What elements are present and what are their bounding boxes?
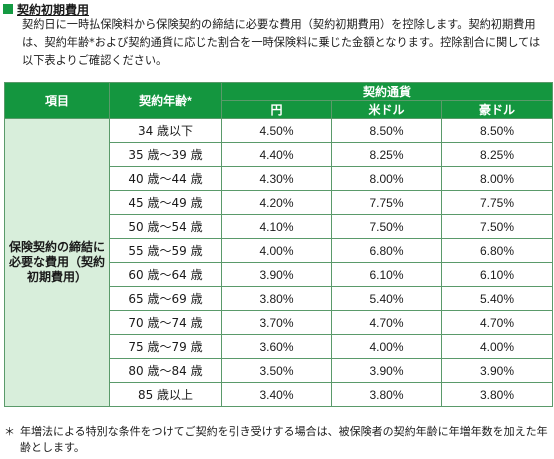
rate-jpy-cell: 3.70% <box>221 310 332 335</box>
footnote-text: 年増法による特別な条件をつけてご契約を引き受けする場合は、被保険者の契約年齢に年… <box>20 425 548 454</box>
row-label: 保険契約の締結に必要な費用（契約初期費用） <box>4 118 110 407</box>
section-heading: 契約初期費用 <box>3 1 89 17</box>
rate-usd-cell: 7.50% <box>331 214 442 239</box>
rate-jpy-cell: 3.90% <box>221 262 332 287</box>
rate-jpy-cell: 4.40% <box>221 142 332 167</box>
rate-aud-cell: 7.50% <box>440 214 554 239</box>
age-cell: 60 歳～64 歳 <box>109 262 222 287</box>
rate-jpy-cell: 4.30% <box>221 166 332 191</box>
rate-usd-cell: 4.00% <box>331 334 442 359</box>
table-row: 65 歳～69 歳 3.80% 5.40% 5.40% <box>5 286 554 311</box>
rate-usd-cell: 3.80% <box>331 382 442 407</box>
rate-usd-cell: 4.70% <box>331 310 442 335</box>
rate-jpy-cell: 3.50% <box>221 358 332 383</box>
age-cell: 85 歳以上 <box>109 382 222 407</box>
rate-usd-cell: 8.25% <box>331 142 442 167</box>
age-cell: 80 歳～84 歳 <box>109 358 222 383</box>
header-contract-currency: 契約通貨 <box>220 82 554 101</box>
header-currency-aud: 豪ドル <box>440 100 554 119</box>
rate-aud-cell: 8.50% <box>440 118 554 143</box>
rate-jpy-cell: 3.60% <box>221 334 332 359</box>
rate-aud-cell: 8.00% <box>440 166 554 191</box>
footnote: ＊ 年増法による特別な条件をつけてご契約を引き受けする場合は、被保険者の契約年齢… <box>4 424 552 456</box>
header-currency-jpy: 円 <box>221 100 332 119</box>
footnote-mark: ＊ <box>4 425 15 438</box>
rate-aud-cell: 6.10% <box>440 262 554 287</box>
rate-aud-cell: 8.25% <box>440 142 554 167</box>
rate-usd-cell: 8.50% <box>331 118 442 143</box>
rate-usd-cell: 7.75% <box>331 190 442 215</box>
rate-usd-cell: 3.90% <box>331 358 442 383</box>
rate-jpy-cell: 4.10% <box>221 214 332 239</box>
age-cell: 70 歳～74 歳 <box>109 310 222 335</box>
rate-aud-cell: 4.00% <box>440 334 554 359</box>
rate-usd-cell: 6.10% <box>331 262 442 287</box>
rate-aud-cell: 6.80% <box>440 238 554 263</box>
header-currency-usd: 米ドル <box>331 100 442 119</box>
table-row: 保険契約の締結に必要な費用（契約初期費用） 34 歳以下 4.50% 8.50%… <box>4 118 554 407</box>
table-row: 70 歳～74 歳 3.70% 4.70% 4.70% <box>5 310 554 335</box>
rate-aud-cell: 7.75% <box>440 190 554 215</box>
header-contract-age: 契約年齢* <box>109 82 222 119</box>
rate-aud-cell: 3.90% <box>440 358 554 383</box>
rate-usd-cell: 8.00% <box>331 166 442 191</box>
rate-aud-cell: 3.80% <box>440 382 554 407</box>
age-cell: 34 歳以下 <box>109 118 222 143</box>
section-title: 契約初期費用 <box>17 2 90 17</box>
rate-jpy-cell: 3.80% <box>221 286 332 311</box>
header-item: 項目 <box>4 82 110 119</box>
rate-jpy-cell: 3.40% <box>221 382 332 407</box>
age-cell: 55 歳～59 歳 <box>109 238 222 263</box>
age-cell: 50 歳～54 歳 <box>109 214 222 239</box>
rate-aud-cell: 5.40% <box>440 286 554 311</box>
age-cell: 65 歳～69 歳 <box>109 286 222 311</box>
age-cell: 75 歳～79 歳 <box>109 334 222 359</box>
rate-jpy-cell: 4.00% <box>221 238 332 263</box>
rate-usd-cell: 5.40% <box>331 286 442 311</box>
rate-aud-cell: 4.70% <box>440 310 554 335</box>
age-cell: 40 歳～44 歳 <box>109 166 222 191</box>
age-cell: 45 歳～49 歳 <box>109 190 222 215</box>
rate-jpy-cell: 4.20% <box>221 190 332 215</box>
table-row: 45 歳～49 歳 4.20% 7.75% 7.75% <box>5 190 554 215</box>
square-bullet-icon <box>3 4 13 14</box>
age-cell: 35 歳～39 歳 <box>109 142 222 167</box>
table-row: 55 歳～59 歳 4.00% 6.80% 6.80% <box>5 238 554 263</box>
table-row: 35 歳～39 歳 4.40% 8.25% 8.25% <box>5 142 554 167</box>
intro-paragraph: 契約日に一時払保険料から保険契約の締結に必要な費用（契約初期費用）を控除します。… <box>22 18 541 67</box>
table-row: 60 歳～64 歳 3.90% 6.10% 6.10% <box>5 262 554 287</box>
contract-fee-table: 項目 契約年齢* 契約通貨 円 米ドル 豪ドル 保険契約の締結に必要な費用（契約… <box>4 82 554 407</box>
rate-jpy-cell: 4.50% <box>221 118 332 143</box>
rate-usd-cell: 6.80% <box>331 238 442 263</box>
table-row: 85 歳以上 3.40% 3.80% 3.80% <box>5 382 554 407</box>
table-row: 40 歳～44 歳 4.30% 8.00% 8.00% <box>5 166 554 191</box>
table-row: 50 歳～54 歳 4.10% 7.50% 7.50% <box>5 214 554 239</box>
